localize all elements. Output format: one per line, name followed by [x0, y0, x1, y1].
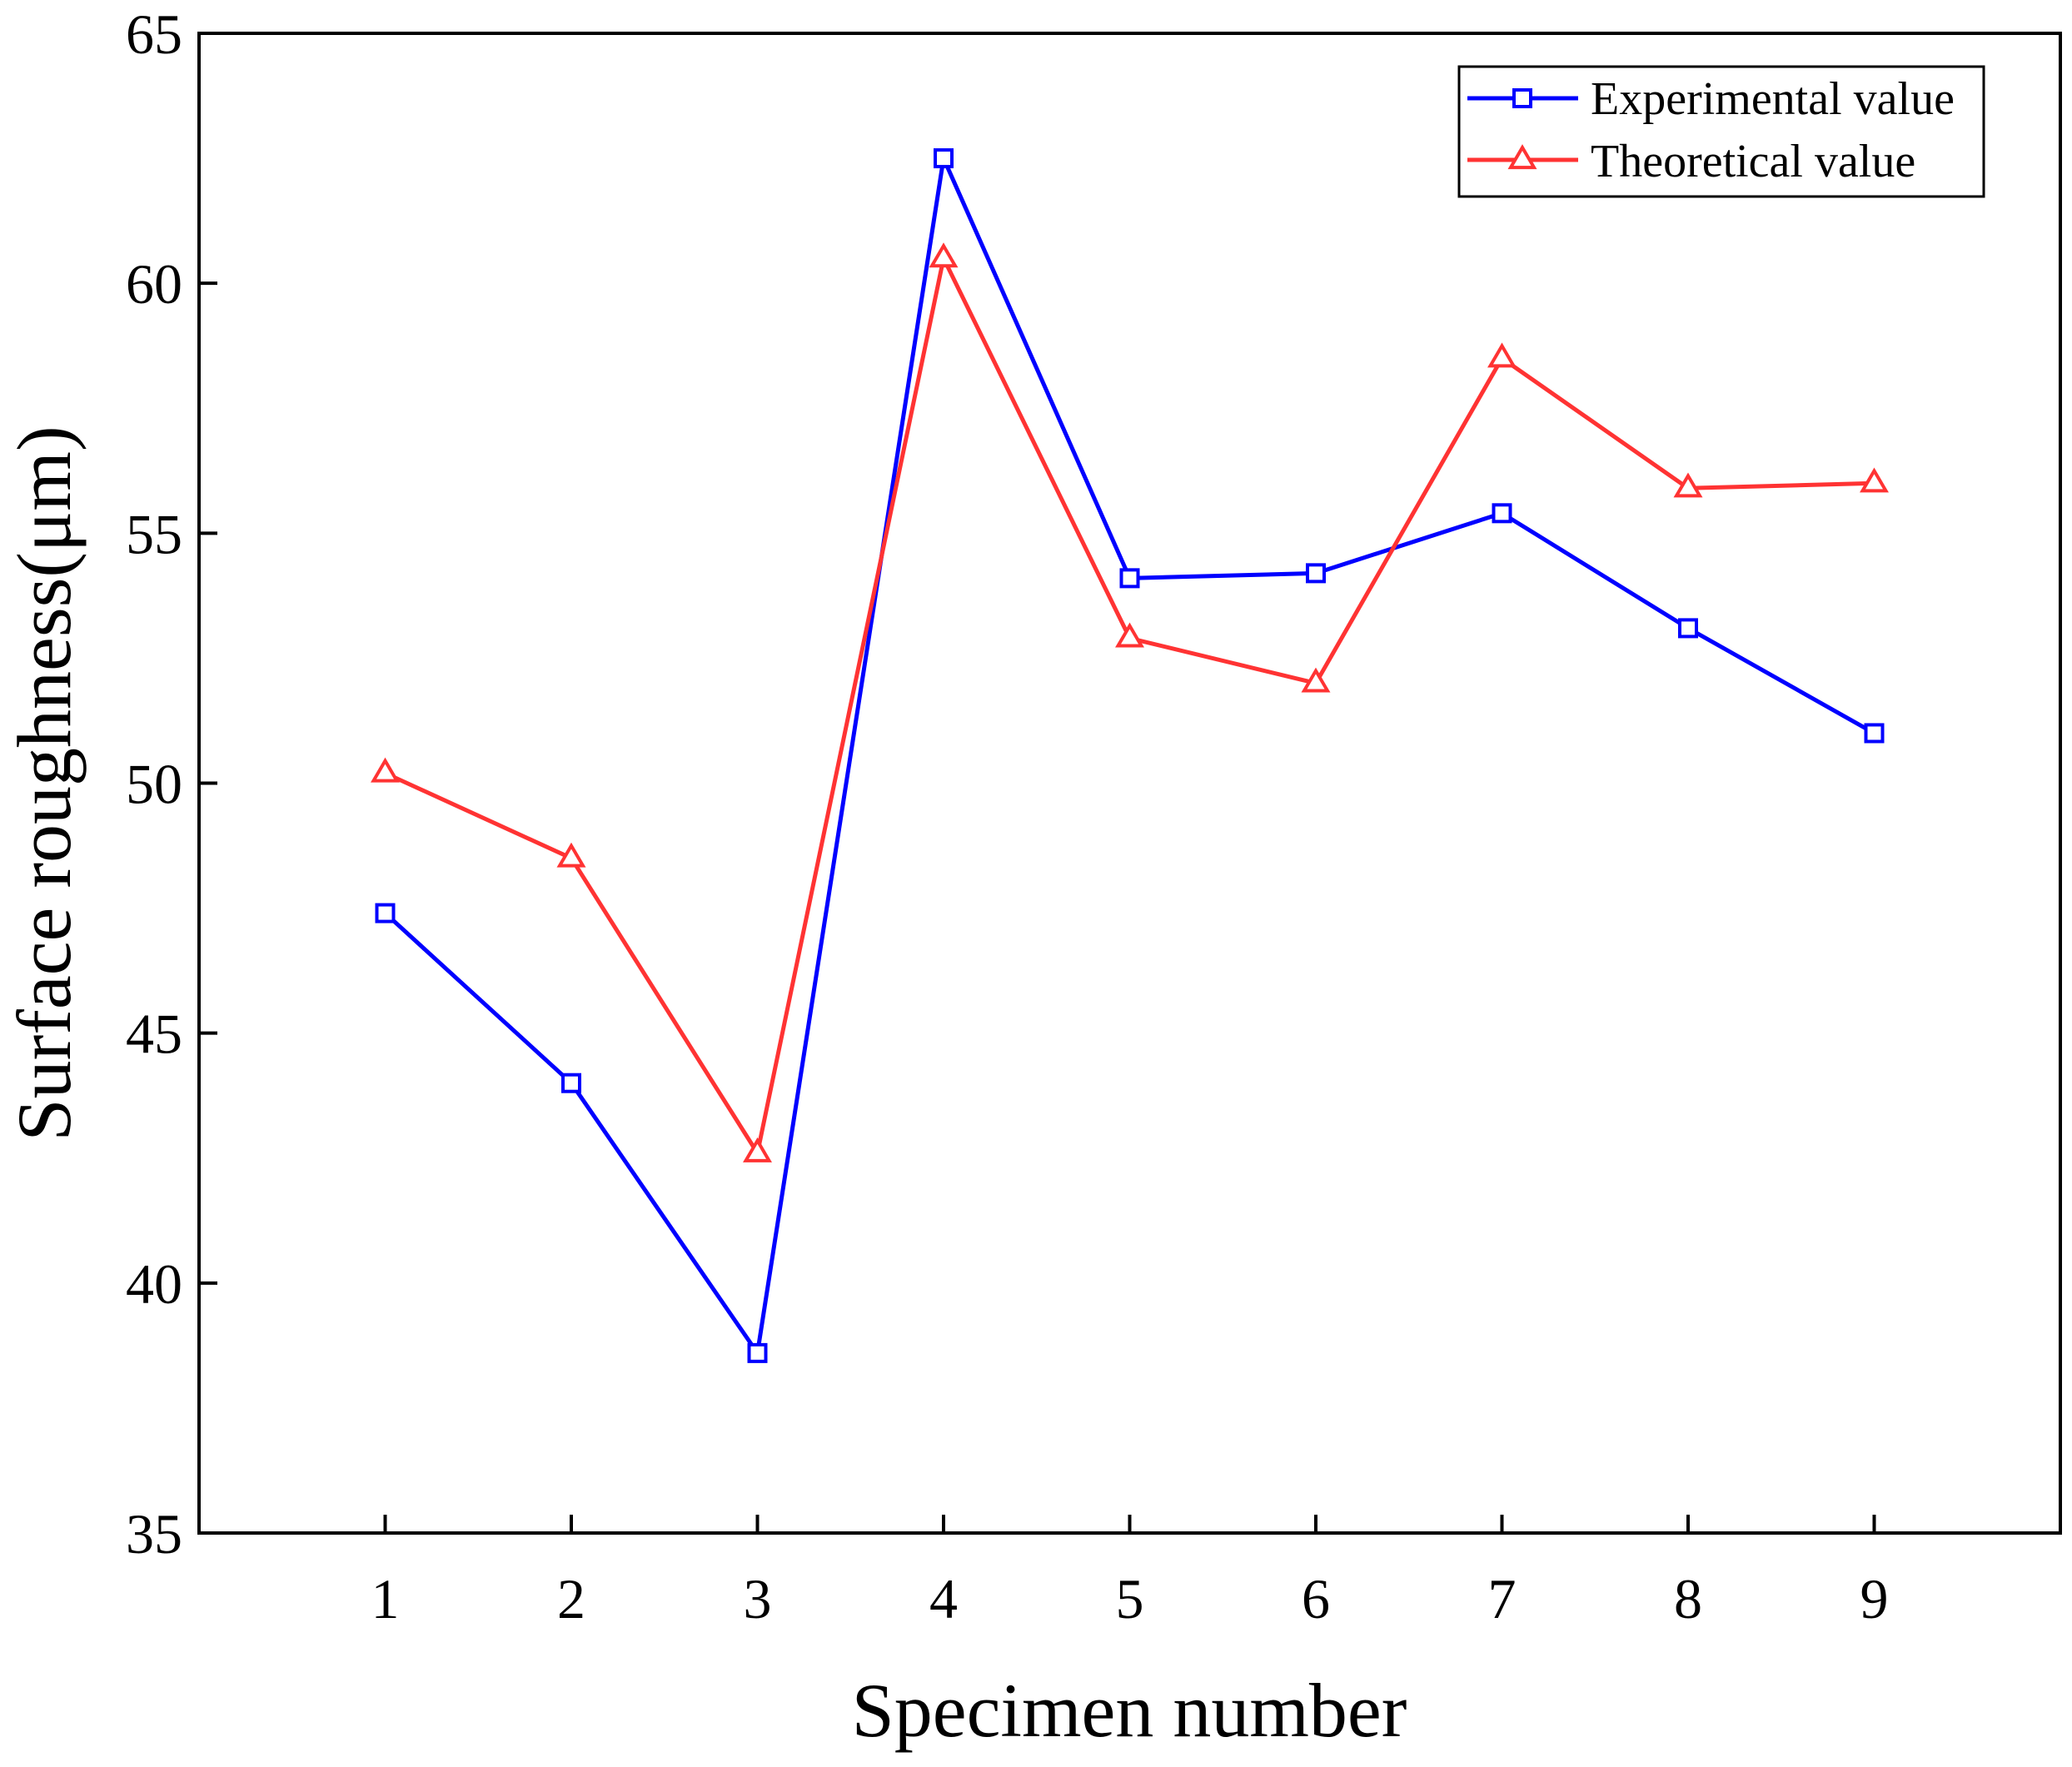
legend-label-experimental: Experimental value — [1591, 73, 1955, 125]
data-point — [1115, 622, 1144, 648]
series-theoretical — [371, 242, 1889, 1162]
legend: Experimental value Theoretical value — [1457, 65, 1985, 198]
x-tick-label: 2 — [557, 1567, 585, 1630]
data-point — [934, 148, 954, 169]
data-point — [1487, 342, 1517, 368]
x-tick-label: 5 — [1116, 1567, 1144, 1630]
data-point — [1678, 618, 1698, 639]
data-point — [1119, 568, 1140, 589]
data-point — [747, 1342, 768, 1363]
data-point — [1673, 472, 1703, 498]
series-experimental — [375, 148, 1885, 1363]
legend-marker-sample — [1507, 144, 1537, 170]
legend-marker-sample — [1512, 88, 1532, 108]
data-point — [375, 903, 396, 923]
x-tick-label: 1 — [371, 1567, 400, 1630]
data-point — [1301, 667, 1331, 693]
y-tick-label: 35 — [126, 1502, 182, 1565]
y-axis-label: Surface roughness(μm) — [2, 426, 87, 1141]
x-tick-label: 4 — [929, 1567, 958, 1630]
data-point — [561, 1073, 581, 1093]
data-point — [1860, 467, 1889, 493]
x-tick-label: 3 — [744, 1567, 772, 1630]
plot-area-frame — [197, 32, 2062, 1535]
data-point — [1306, 563, 1326, 584]
x-axis-label: Specimen number — [852, 1668, 1407, 1753]
x-tick-label: 7 — [1488, 1567, 1517, 1630]
x-axis-ticks: 1 2 3 4 5 6 7 8 9 — [371, 1515, 1889, 1630]
legend-box — [1457, 65, 1985, 198]
data-point — [1492, 503, 1512, 524]
series-layer — [371, 148, 1889, 1363]
data-point — [743, 1137, 772, 1162]
y-tick-label: 65 — [126, 2, 182, 66]
y-tick-label: 50 — [126, 753, 182, 816]
series-line — [384, 256, 1875, 1156]
y-tick-label: 60 — [126, 252, 182, 316]
data-point — [929, 242, 959, 268]
data-point — [1864, 723, 1885, 744]
x-tick-label: 6 — [1302, 1567, 1330, 1630]
y-tick-label: 40 — [126, 1252, 182, 1316]
data-point — [371, 757, 400, 783]
y-axis-ticks: 35 40 45 50 55 60 65 — [126, 2, 217, 1565]
x-tick-label: 8 — [1674, 1567, 1702, 1630]
data-point — [556, 842, 586, 868]
y-tick-label: 45 — [126, 1003, 182, 1066]
x-tick-label: 9 — [1860, 1567, 1889, 1630]
y-tick-label: 55 — [126, 502, 182, 565]
series-line — [383, 156, 1875, 1356]
legend-label-theoretical: Theoretical value — [1591, 136, 1915, 187]
